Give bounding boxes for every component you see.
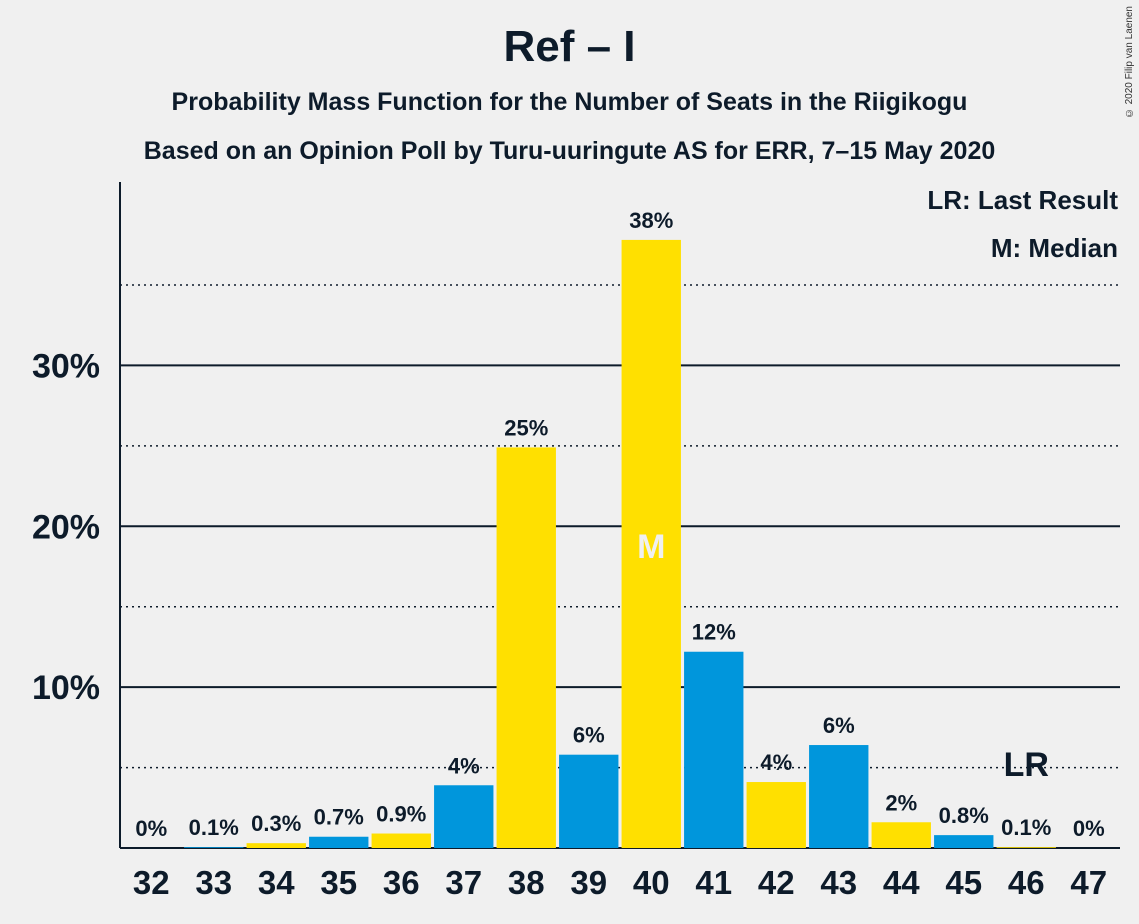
bar-label-38: 25% [504, 415, 548, 440]
bar-38 [496, 447, 556, 848]
bar-42 [746, 782, 806, 848]
bar-35 [309, 836, 369, 848]
last-result-marker: LR [1004, 746, 1049, 784]
bar-label-40: 38% [629, 208, 673, 233]
bar-39 [559, 754, 619, 848]
bar-label-35: 0.7% [314, 805, 364, 830]
bar-40 [621, 239, 681, 849]
x-tick-label-34: 34 [258, 864, 295, 901]
bar-label-46: 0.1% [1001, 815, 1051, 840]
bar-label-32: 0% [135, 816, 167, 841]
x-tick-label-33: 33 [195, 864, 232, 901]
bar-label-45: 0.8% [939, 803, 989, 828]
bar-label-33: 0.1% [189, 815, 239, 840]
x-tick-label-42: 42 [758, 864, 795, 901]
x-tick-label-32: 32 [133, 864, 170, 901]
gridlines [119, 182, 1120, 849]
bar-label-47: 0% [1073, 816, 1105, 841]
bar-34 [246, 843, 306, 848]
y-tick-label: 30% [32, 347, 100, 385]
bar-45 [934, 835, 994, 848]
bar-label-36: 0.9% [376, 802, 426, 827]
bar-43 [809, 745, 869, 848]
bar-label-34: 0.3% [251, 811, 301, 836]
x-tick-label-36: 36 [383, 864, 420, 901]
bar-41 [684, 651, 744, 848]
x-tick-label-47: 47 [1070, 864, 1107, 901]
legend-last-result: LR: Last Result [927, 185, 1118, 215]
median-marker: M [637, 528, 665, 566]
x-tick-label-40: 40 [633, 864, 670, 901]
bar-label-37: 4% [448, 753, 480, 778]
x-tick-labels: 32 33 34 35 36 37 38 39 40 41 42 43 44 45 46 47 [133, 864, 1107, 901]
legend-median: M: Median [991, 233, 1118, 263]
bar-46 [996, 847, 1056, 848]
bar-label-42: 4% [760, 750, 792, 775]
chart-subtitle-2: Based on an Opinion Poll by Turu-uuringu… [143, 137, 996, 165]
bar-36 [371, 833, 431, 848]
x-tick-label-39: 39 [570, 864, 607, 901]
bar-44 [871, 822, 931, 848]
bar-label-44: 2% [885, 790, 917, 815]
chart-title: Ref – I [503, 22, 636, 71]
x-tick-label-43: 43 [820, 864, 857, 901]
y-tick-labels: 10% 20% 30% [32, 347, 100, 707]
bar-label-39: 6% [573, 723, 605, 748]
bar-label-41: 12% [692, 620, 736, 645]
x-tick-label-35: 35 [320, 864, 357, 901]
markers: M LR [637, 528, 1049, 784]
x-tick-label-44: 44 [883, 864, 920, 901]
y-tick-label: 20% [32, 508, 100, 546]
bars [184, 239, 1056, 849]
bar-37 [434, 785, 494, 848]
bar-value-labels: 0% 0.1% 0.3% 0.7% 0.9% 4% 25% 6% 38% 12% 4% 6% 2% 0.8… [135, 208, 1104, 841]
chart-subtitle-1: Probability Mass Function for the Number… [171, 88, 968, 116]
x-tick-label-45: 45 [945, 864, 982, 901]
bar-33 [184, 847, 244, 848]
x-tick-label-38: 38 [508, 864, 545, 901]
x-tick-label-46: 46 [1008, 864, 1045, 901]
x-tick-label-41: 41 [695, 864, 732, 901]
bar-label-43: 6% [823, 713, 855, 738]
x-tick-label-37: 37 [445, 864, 482, 901]
y-tick-label: 10% [32, 669, 100, 707]
